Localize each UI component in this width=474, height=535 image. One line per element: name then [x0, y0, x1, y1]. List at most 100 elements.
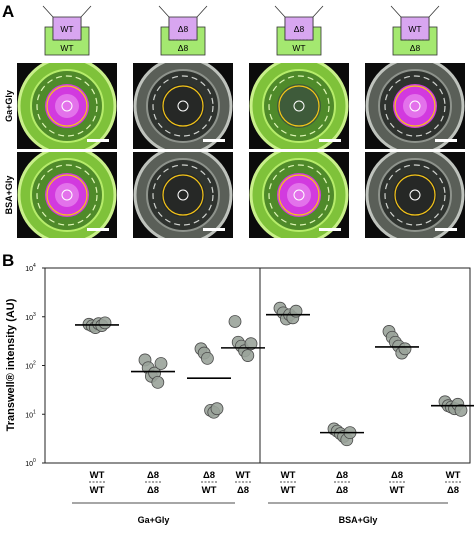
insert-top-label: WT — [408, 24, 421, 34]
well-rim — [365, 63, 465, 149]
category-bottom: WT — [202, 485, 217, 496]
insert-diagram: Δ8 WT — [274, 5, 324, 56]
category-bottom: WT — [281, 485, 296, 496]
group-labels: Ga+Gly BSA+Gly — [72, 502, 448, 525]
insert-diagram: WT WT — [42, 5, 92, 56]
category-top: WT — [90, 470, 105, 481]
insert-top-label: Δ8 — [294, 24, 305, 34]
well-clips — [268, 75, 330, 137]
center-marker — [409, 189, 421, 201]
well-rim — [133, 152, 233, 238]
category-top: WT — [281, 470, 296, 481]
insert-outline — [162, 85, 204, 127]
scale-bar — [87, 228, 109, 231]
well-photo — [249, 152, 349, 238]
y-tick-label: 10 — [25, 266, 33, 273]
well-clips — [268, 164, 330, 226]
category-bottom: WT — [90, 485, 105, 496]
membrane-signal — [393, 173, 437, 217]
category-top: Δ8 — [391, 470, 403, 481]
center-marker — [177, 189, 189, 201]
data-point — [454, 403, 468, 417]
insert-diagram: WT Δ8 — [390, 5, 440, 56]
plot-frame — [44, 267, 471, 464]
y-tick-exponent: 3 — [33, 312, 36, 318]
category-label: WT WT — [280, 470, 296, 496]
category-bottom: Δ8 — [147, 485, 159, 496]
scale-bar — [435, 228, 457, 231]
center-marker — [409, 100, 421, 112]
y-tick-exponent: 2 — [33, 361, 36, 367]
well-clips — [384, 164, 446, 226]
y-tick-label: 10 — [25, 461, 33, 468]
center-marker — [293, 189, 305, 201]
data-points — [82, 301, 468, 447]
signal-center — [55, 94, 79, 118]
scale-bar — [203, 139, 225, 142]
y-tick-label: 10 — [25, 364, 33, 371]
panel-b-letter: B — [2, 251, 14, 270]
data-point — [154, 357, 168, 370]
well-rim — [365, 152, 465, 238]
insert-bottom-label: WT — [60, 43, 73, 53]
row-labels: Ga+Gly BSA+Gly — [4, 90, 14, 214]
center-marker — [61, 189, 73, 201]
y-tick-label: 10 — [25, 412, 33, 419]
category-label: Δ8 WT — [201, 470, 217, 496]
well-rim — [249, 63, 349, 149]
well-rim — [249, 152, 349, 238]
insert-diagram: Δ8 Δ8 — [158, 5, 208, 56]
category-bottom: Δ8 — [336, 485, 348, 496]
data-point — [200, 351, 214, 365]
signal-center — [287, 183, 311, 207]
data-point — [241, 349, 255, 362]
well-clips — [36, 75, 98, 137]
data-point — [228, 315, 242, 328]
y-tick-exponent: 0 — [33, 458, 36, 464]
well-clips — [152, 164, 214, 226]
well-photographs — [17, 63, 465, 238]
y-tick-label: 10 — [25, 315, 33, 322]
y-tick-exponent: 4 — [33, 263, 36, 269]
membrane-signal — [161, 173, 205, 217]
insert-outline — [46, 85, 88, 127]
well-photo — [365, 152, 465, 238]
data-point — [98, 316, 112, 330]
well-clips — [152, 75, 214, 137]
data-point — [210, 402, 224, 416]
well-photo — [365, 63, 465, 149]
well-rim — [17, 152, 117, 238]
signal-center — [403, 94, 427, 118]
well-rim — [17, 63, 117, 149]
insert-bottom-label: WT — [292, 43, 305, 53]
category-bottom: Δ8 — [447, 485, 459, 496]
well-photo — [17, 63, 117, 149]
data-point — [398, 342, 412, 356]
insert-outline — [394, 174, 436, 216]
insert-outline — [278, 174, 320, 216]
category-top: Δ8 — [147, 470, 159, 481]
insert-outline — [278, 85, 320, 127]
well-clips — [36, 164, 98, 226]
membrane-signal — [161, 84, 205, 128]
center-marker — [293, 100, 305, 112]
scale-bar — [319, 139, 341, 142]
well-clips — [384, 75, 446, 137]
insert-outline — [46, 174, 88, 216]
median-lines — [75, 313, 474, 434]
scale-bar — [203, 228, 225, 231]
row-label: Ga+Gly — [4, 90, 14, 122]
category-top: WT — [446, 470, 461, 481]
transwell-insert-diagrams: WT WT Δ8 Δ8 Δ8 WT WT Δ8 — [42, 5, 440, 56]
well-photo — [17, 152, 117, 238]
well-photo — [249, 63, 349, 149]
center-marker — [61, 100, 73, 112]
insert-top-label: Δ8 — [178, 24, 189, 34]
category-top: Δ8 — [203, 470, 215, 481]
category-label: WT Δ8 — [445, 470, 461, 496]
category-top: WT — [236, 470, 251, 481]
y-axis-label: Transwell® intensity (AU) — [5, 298, 17, 431]
